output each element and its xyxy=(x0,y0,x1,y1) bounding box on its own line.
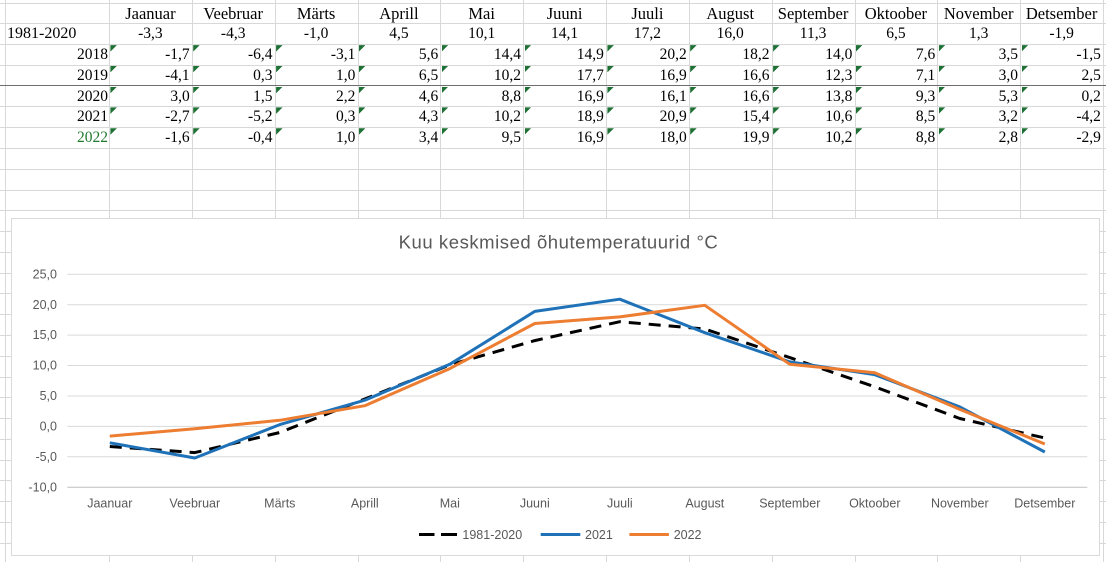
svg-text:Mai: Mai xyxy=(440,496,460,510)
svg-text:August: August xyxy=(685,496,724,510)
svg-text:0,0: 0,0 xyxy=(40,419,57,433)
svg-text:Märts: Märts xyxy=(264,496,295,510)
svg-text:1981-2020: 1981-2020 xyxy=(462,527,522,541)
svg-text:25,0: 25,0 xyxy=(33,267,57,281)
svg-text:-10,0: -10,0 xyxy=(29,480,58,494)
svg-text:Juuni: Juuni xyxy=(520,496,550,510)
svg-text:-5,0: -5,0 xyxy=(35,449,57,463)
svg-text:Detsember: Detsember xyxy=(1014,496,1075,510)
svg-text:September: September xyxy=(759,496,820,510)
svg-text:Kuu keskmised õhutemperatuurid: Kuu keskmised õhutemperatuurid °C xyxy=(399,231,719,252)
svg-text:Veebruar: Veebruar xyxy=(169,496,220,510)
svg-text:Aprill: Aprill xyxy=(351,496,379,510)
svg-text:2022: 2022 xyxy=(674,527,702,541)
svg-text:Oktoober: Oktoober xyxy=(849,496,900,510)
svg-text:20,0: 20,0 xyxy=(33,297,57,311)
svg-text:November: November xyxy=(931,496,989,510)
svg-text:10,0: 10,0 xyxy=(33,358,57,372)
svg-text:Jaanuar: Jaanuar xyxy=(87,496,132,510)
svg-text:2021: 2021 xyxy=(585,527,613,541)
svg-text:Juuli: Juuli xyxy=(607,496,633,510)
svg-text:15,0: 15,0 xyxy=(33,328,57,342)
svg-text:5,0: 5,0 xyxy=(40,389,57,403)
